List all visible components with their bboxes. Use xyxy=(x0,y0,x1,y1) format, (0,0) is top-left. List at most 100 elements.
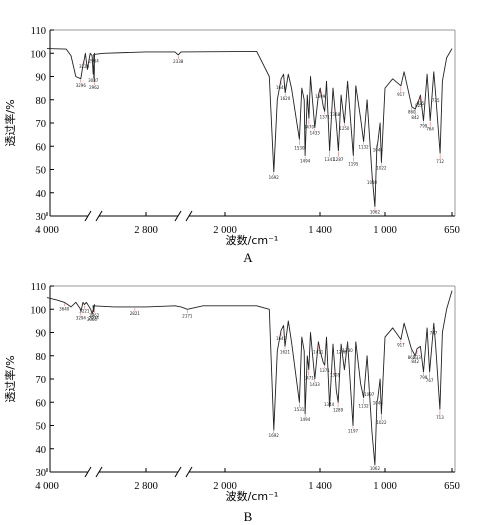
peak-label: 1132 xyxy=(358,404,369,409)
peak-label: 1287 xyxy=(333,157,344,162)
y-tick-label: 60 xyxy=(36,142,47,153)
peak-label: 735 xyxy=(432,98,440,103)
peak-label: 1371 xyxy=(320,114,331,119)
peak-label: 1494 xyxy=(300,417,311,422)
panel-label: A xyxy=(243,250,253,265)
peak-label: 3640 xyxy=(59,306,70,311)
y-tick-label: 80 xyxy=(36,96,47,107)
peak-label: 713 xyxy=(436,415,444,420)
y-axis-label: 透过率/% xyxy=(3,99,17,146)
y-tick-label: 40 xyxy=(36,445,47,456)
x-tick-label: 4 000 xyxy=(35,481,59,492)
x-tick-label: 2 000 xyxy=(213,225,237,236)
y-tick-label: 30 xyxy=(36,468,47,479)
y-tick-label: 100 xyxy=(30,49,46,60)
y-tick-label: 50 xyxy=(36,166,47,177)
x-tick-label: 1 000 xyxy=(373,481,397,492)
peak-label: 764 xyxy=(426,127,434,132)
y-axis-label: 透过率/% xyxy=(3,355,17,402)
peak-label: 815 xyxy=(417,101,425,106)
peak-label: 1530 xyxy=(294,145,305,150)
peak-label: 3228 xyxy=(79,64,90,69)
x-axis-break-mark-1-b xyxy=(185,466,193,478)
peak-label: 1268 xyxy=(336,350,347,355)
peak-label: 3294 xyxy=(76,316,87,321)
peak-label: 842 xyxy=(411,115,419,120)
x-axis-break-mark-0-b xyxy=(95,210,103,222)
peak-label: 1399 xyxy=(315,94,326,99)
peak-label: 1621 xyxy=(280,349,291,354)
peak-label: 3221 xyxy=(79,309,90,314)
peak-label: 1080 xyxy=(367,180,378,185)
peak-label: 1062 xyxy=(370,210,381,215)
x-tick-label: 1 400 xyxy=(308,481,332,492)
x-tick-label: 2 000 xyxy=(213,481,237,492)
y-tick-label: 40 xyxy=(36,189,47,200)
x-axis-label: 波数/cm⁻¹ xyxy=(226,490,279,503)
peak-label: 1344 xyxy=(324,402,335,407)
peak-label: 860 xyxy=(408,110,416,115)
peak-label: 917 xyxy=(397,92,405,97)
peak-label: 3065 xyxy=(87,317,98,322)
peak-label: 3296 xyxy=(76,83,87,88)
peak-label: 2962 xyxy=(89,85,100,90)
x-axis-break-mark-0-a xyxy=(84,466,92,478)
peak-label: 917 xyxy=(397,342,405,347)
peak-label: 1062 xyxy=(370,466,381,471)
x-tick-label: 1 000 xyxy=(373,225,397,236)
peak-label: 1195 xyxy=(348,162,359,167)
peak-label: 1044 xyxy=(373,401,384,406)
x-tick-label: 1 400 xyxy=(308,225,332,236)
x-tick-label: 650 xyxy=(444,225,460,236)
peak-label: 2338 xyxy=(173,59,184,64)
y-tick-label: 110 xyxy=(31,26,46,37)
x-tick-label: 2 800 xyxy=(134,481,158,492)
y-tick-label: 110 xyxy=(31,282,46,293)
y-tick-label: 50 xyxy=(36,422,47,433)
y-tick-label: 100 xyxy=(30,305,46,316)
peak-label: 1044 xyxy=(373,148,384,153)
y-tick-label: 90 xyxy=(36,73,47,84)
peak-label: 1341 xyxy=(324,157,335,162)
x-tick-label: 2 800 xyxy=(134,225,158,236)
peak-label: 3037 xyxy=(88,78,99,83)
peak-label: 767 xyxy=(426,378,434,383)
peak-label: 1289 xyxy=(333,407,344,412)
peak-label: 799 xyxy=(420,375,428,380)
x-axis-break-mark-0-a xyxy=(84,210,92,222)
peak-label: 862 xyxy=(408,355,416,360)
peak-label: 1230 xyxy=(343,348,354,353)
peak-label: 1308 xyxy=(330,112,341,117)
peak-label: 2171 xyxy=(182,313,193,318)
peak-label: 1197 xyxy=(348,429,359,434)
y-tick-label: 30 xyxy=(36,212,47,223)
peak-label: 823 xyxy=(415,103,423,108)
y-tick-label: 80 xyxy=(36,352,47,363)
peak-label: 747 xyxy=(430,331,438,336)
peak-label: 1022 xyxy=(376,166,387,171)
peak-label: 1646 xyxy=(276,336,287,341)
peak-label: 712 xyxy=(436,159,444,164)
peak-label: 1022 xyxy=(376,420,387,425)
peak-label: 842 xyxy=(411,359,419,364)
peak-label: 2934 xyxy=(89,58,100,63)
panel-label: B xyxy=(244,509,253,524)
peak-label: 1620 xyxy=(280,96,291,101)
y-tick-label: 70 xyxy=(36,119,47,130)
peak-label: 1411 xyxy=(313,349,324,354)
peak-label: 1646 xyxy=(276,85,287,90)
peak-label: 1132 xyxy=(358,145,369,150)
peak-label: 1531 xyxy=(294,407,305,412)
peak-label: 1470 xyxy=(304,124,315,129)
peak-label: 1371 xyxy=(320,368,331,373)
peak-label: 799 xyxy=(420,124,428,129)
peak-label: 833 xyxy=(413,355,421,360)
y-tick-label: 70 xyxy=(36,375,47,386)
spectrum-line xyxy=(46,48,453,208)
panel-b-spectrum: 30 40 50 60 70 80 90 100 110 4 000 2 800 2 000 1 400… xyxy=(3,282,460,524)
peak-label: 1692 xyxy=(269,175,280,180)
x-axis-break-mark-0-b xyxy=(95,466,103,478)
x-axis-break-mark-1-a xyxy=(174,210,182,222)
peak-label: 1308 xyxy=(330,373,341,378)
